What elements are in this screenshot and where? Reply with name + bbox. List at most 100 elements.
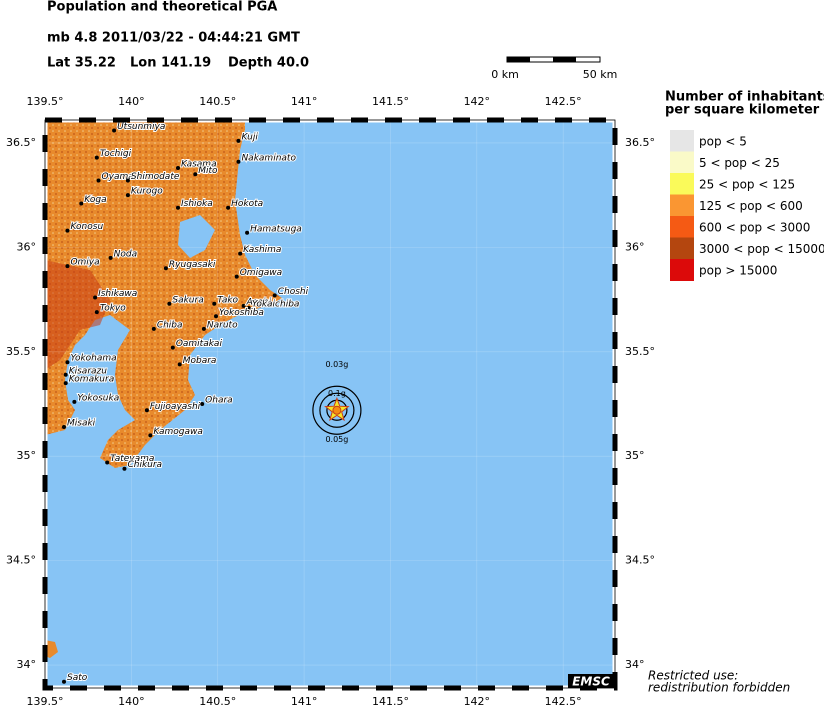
city-label: Tokyo (100, 304, 126, 314)
city-marker (238, 251, 243, 256)
lon-label-bottom: 141.5° (372, 695, 409, 708)
city-marker (167, 301, 172, 306)
legend-swatch (670, 173, 694, 195)
city-marker (241, 303, 246, 308)
usage-notice: redistribution forbidden (648, 681, 790, 695)
city-label: Fujioayashi (150, 402, 201, 412)
city-label: Asahi (246, 297, 272, 307)
city-label: Kasama (181, 160, 217, 170)
city-marker (94, 310, 99, 315)
city-marker (94, 155, 99, 160)
legend-label: pop < 5 (699, 135, 747, 149)
city-label: Kashima (243, 245, 281, 255)
lat-label-right: 35° (625, 449, 645, 462)
city-marker (65, 264, 70, 269)
legend-label: 3000 < pop < 15000 (699, 242, 824, 256)
lon-label-top: 140° (118, 95, 145, 108)
city-marker (72, 399, 77, 404)
city-label: Koga (84, 195, 106, 205)
city-label: Utsunmiya (117, 122, 165, 132)
city-marker (272, 293, 277, 298)
city-label: Komakura (69, 375, 115, 385)
legend-label: pop > 15000 (699, 264, 777, 278)
city-label: Tateyama (110, 454, 154, 464)
pga-label: 0.05g (325, 435, 348, 444)
land (45, 640, 58, 658)
lat-label-left: 34° (17, 658, 37, 671)
epicenter: 0.03g 0.1g 0.05g (312, 360, 362, 444)
city-label: Hamatsuga (250, 224, 302, 234)
lat-label-right: 35.5° (625, 345, 655, 358)
city-marker (163, 266, 168, 271)
city-marker (236, 138, 241, 143)
legend-swatch (670, 259, 694, 281)
city-label: Sato (67, 673, 88, 683)
legend-title: Number of inhabitants (665, 90, 824, 105)
city-marker (144, 408, 149, 413)
title: Population and theoretical PGA (47, 0, 277, 15)
pga-contour (312, 385, 362, 435)
legend-swatch (670, 151, 694, 174)
city-label: Tako (217, 295, 238, 305)
city-marker (226, 205, 231, 210)
legend-label: 600 < pop < 3000 (699, 221, 810, 235)
logo-box (568, 674, 614, 688)
legend-label: 5 < pop < 25 (699, 156, 780, 170)
city-label: Ishioka (181, 199, 213, 209)
city-marker (63, 372, 68, 377)
cities: Utsunmiya Kuji Tochigi Kasama Nakaminato Mito… (62, 121, 310, 684)
graticule (44, 120, 615, 688)
city-marker (193, 172, 198, 177)
legend-swatch (670, 237, 694, 260)
pga-label: 0.03g (325, 360, 348, 369)
city-label: Yokohama (70, 354, 116, 364)
lon-label-bottom: 142.5° (545, 695, 582, 708)
city-marker (236, 159, 241, 164)
lat-label-left: 34.5° (6, 554, 36, 567)
map-area (45, 120, 615, 688)
city-marker (200, 402, 205, 406)
city-marker (96, 178, 101, 183)
city-label: Yokaichiba (252, 299, 300, 309)
lon-label-bottom: 140.5° (199, 695, 236, 708)
lon-label-top: 139.5° (27, 95, 64, 108)
lon-label-bottom: 139.5° (27, 695, 64, 708)
lat-label-left: 35.5° (6, 345, 36, 358)
lon-label-top: 142.5° (545, 95, 582, 108)
city-marker (234, 274, 239, 279)
logo: EMSC (572, 675, 610, 689)
city-label: Chikura (127, 460, 162, 470)
city-label: Naruto (207, 320, 238, 330)
lake (178, 215, 215, 258)
legend: pop < 5 5 < pop < 25 25 < pop < 125 125 < p… (670, 130, 824, 281)
city-label: Chiba (157, 320, 183, 330)
lon-label-top: 141° (291, 95, 318, 108)
lon-label-top: 140.5° (199, 95, 236, 108)
city-marker (65, 228, 70, 233)
lat-label-left: 36.5° (6, 136, 36, 149)
scale-end: 50 km (583, 68, 618, 81)
city-label: Yokoshiba (219, 308, 264, 318)
city-label: Konosu (70, 222, 103, 232)
legend-swatch (670, 194, 694, 217)
legend-label: 125 < pop < 600 (699, 199, 803, 213)
city-label: Sakura (172, 295, 203, 305)
lat-label-left: 36° (17, 240, 37, 253)
city-marker (176, 205, 180, 210)
pga-contour (319, 392, 355, 428)
city-marker (214, 314, 218, 319)
lat-label-right: 36.5° (625, 136, 655, 149)
scale-start: 0 km (491, 68, 519, 81)
event-depth: Depth 40.0 (228, 56, 309, 71)
lon-label-top: 142° (464, 95, 491, 108)
city-marker (93, 295, 98, 300)
city-marker (108, 255, 113, 260)
city-marker (245, 230, 250, 235)
city-label: Omiya (70, 258, 99, 268)
city-label: Kurogo (131, 187, 163, 197)
city-label: Kamogawa (153, 427, 202, 437)
lon-label-top: 141.5° (372, 95, 409, 108)
coordinate-labels: 139.5° 139.5° 140° 140° 140.5° 140.5° 141° 141°… (6, 95, 655, 708)
scale-bar-segment (553, 57, 576, 62)
